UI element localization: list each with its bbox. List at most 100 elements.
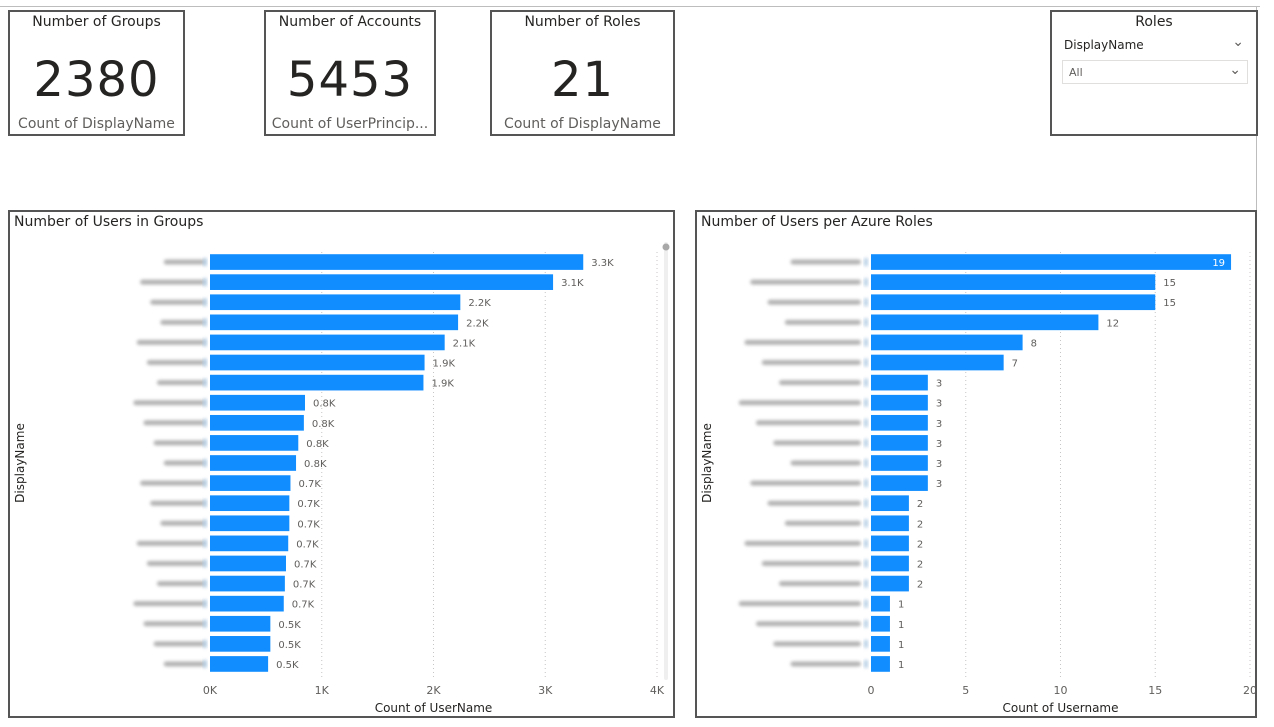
users-in-groups-panel[interactable]: Number of Users in Groups 3.3K 3.1K 2.2K 2.… [8, 210, 675, 718]
x-tick-label: 2K [426, 684, 441, 697]
bar[interactable] [871, 475, 928, 491]
category-marker-blurred [203, 539, 207, 548]
bar[interactable] [871, 314, 1099, 331]
bar[interactable] [871, 455, 928, 471]
users-per-azure-roles-panel[interactable]: Number of Users per Azure Roles 19 15 15 12… [695, 210, 1257, 718]
bar[interactable] [871, 394, 928, 411]
card-number-of-groups[interactable]: Number of Groups 2380 Count of DisplayNa… [8, 10, 185, 136]
category-marker-blurred [864, 659, 868, 668]
bar[interactable] [210, 495, 290, 512]
bar[interactable] [210, 334, 445, 351]
bar[interactable] [210, 274, 554, 290]
data-label: 2.2K [466, 318, 489, 329]
data-label: 3 [936, 419, 942, 430]
chevron-down-icon: ⌄ [1229, 62, 1241, 78]
category-marker-blurred [864, 318, 868, 327]
scrollbar-track[interactable] [664, 242, 668, 680]
card-subtitle: Count of DisplayName [504, 116, 661, 132]
x-axis-title: Count of UserName [375, 701, 493, 715]
category-marker-blurred [864, 358, 868, 367]
bar[interactable] [871, 595, 890, 612]
card-number-of-accounts[interactable]: Number of Accounts 5453 Count of UserPri… [264, 10, 436, 136]
card-value: 2380 [33, 52, 160, 108]
bar[interactable] [871, 334, 1023, 351]
bar[interactable] [210, 656, 269, 672]
data-label: 3 [936, 459, 942, 470]
bar[interactable] [210, 314, 459, 331]
bar[interactable] [871, 354, 1004, 371]
category-label-blurred [738, 400, 861, 406]
data-label: 8 [1031, 338, 1037, 349]
bar[interactable] [210, 595, 284, 612]
bar[interactable] [871, 615, 890, 632]
roles-slicer[interactable]: Roles DisplayName ⌄ All ⌄ [1050, 10, 1258, 136]
category-marker-blurred [864, 579, 868, 588]
bar[interactable] [210, 575, 285, 592]
category-marker-blurred [203, 599, 207, 608]
bar[interactable] [871, 555, 909, 572]
bar[interactable] [871, 254, 1232, 270]
slicer-dropdown[interactable]: All ⌄ [1062, 60, 1248, 84]
bar[interactable] [871, 636, 890, 652]
card-subtitle: Count of DisplayName [18, 116, 175, 132]
category-label-blurred [784, 520, 861, 526]
bar[interactable] [871, 575, 909, 592]
bar[interactable] [210, 515, 290, 532]
data-label: 1 [898, 640, 904, 651]
bar[interactable] [210, 636, 271, 652]
category-label-blurred [779, 380, 861, 386]
card-value: 21 [550, 52, 615, 108]
category-label-blurred [738, 601, 861, 607]
category-label-blurred [157, 380, 205, 386]
card-number-of-roles[interactable]: Number of Roles 21 Count of DisplayName [490, 10, 675, 136]
data-label: 2.1K [453, 338, 476, 349]
bar[interactable] [871, 495, 909, 512]
card-title: Number of Accounts [278, 14, 422, 30]
category-marker-blurred [203, 438, 207, 447]
category-marker-blurred [203, 418, 207, 427]
bar[interactable] [210, 555, 286, 572]
bar[interactable] [871, 274, 1156, 290]
bar[interactable] [871, 515, 909, 532]
bar[interactable] [871, 435, 928, 451]
bar[interactable] [871, 294, 1156, 311]
bar[interactable] [871, 535, 909, 552]
category-label-blurred [750, 480, 861, 486]
category-label-blurred [779, 581, 861, 587]
data-label: 15 [1163, 298, 1176, 309]
chevron-down-icon[interactable]: ⌄ [1232, 34, 1244, 50]
bar[interactable] [210, 435, 299, 451]
bar[interactable] [210, 254, 584, 270]
y-axis-title: DisplayName [13, 423, 27, 503]
data-label: 3 [936, 439, 942, 450]
data-label: 0.7K [297, 519, 320, 530]
chart-title: Number of Users in Groups [14, 214, 204, 230]
bar[interactable] [210, 294, 461, 311]
bar[interactable] [871, 374, 928, 391]
category-label-blurred [773, 440, 861, 446]
category-marker-blurred [864, 418, 868, 427]
category-label-blurred [133, 601, 205, 607]
category-marker-blurred [203, 278, 207, 287]
chart-title: Number of Users per Azure Roles [701, 214, 933, 230]
card-title: Number of Roles [524, 14, 641, 30]
users-in-groups-chart: 3.3K 3.1K 2.2K 2.2K 2.1K 1.9K 1.9K 0.8K 0.8K 0.8K… [13, 242, 670, 715]
x-tick-label: 4K [650, 684, 665, 697]
data-label: 0.7K [296, 539, 319, 550]
bar[interactable] [210, 615, 271, 632]
bar[interactable] [210, 475, 291, 491]
category-label-blurred [146, 560, 205, 566]
bar[interactable] [210, 535, 289, 552]
scrollbar-thumb[interactable] [662, 243, 670, 251]
bar[interactable] [210, 354, 425, 371]
bar[interactable] [210, 455, 297, 471]
category-marker-blurred [864, 619, 868, 628]
data-label: 3 [936, 399, 942, 410]
bar[interactable] [210, 414, 304, 431]
data-label: 1 [898, 620, 904, 631]
category-label-blurred [744, 339, 861, 345]
bar[interactable] [210, 394, 305, 411]
bar[interactable] [210, 374, 424, 391]
bar[interactable] [871, 414, 928, 431]
bar[interactable] [871, 656, 890, 672]
